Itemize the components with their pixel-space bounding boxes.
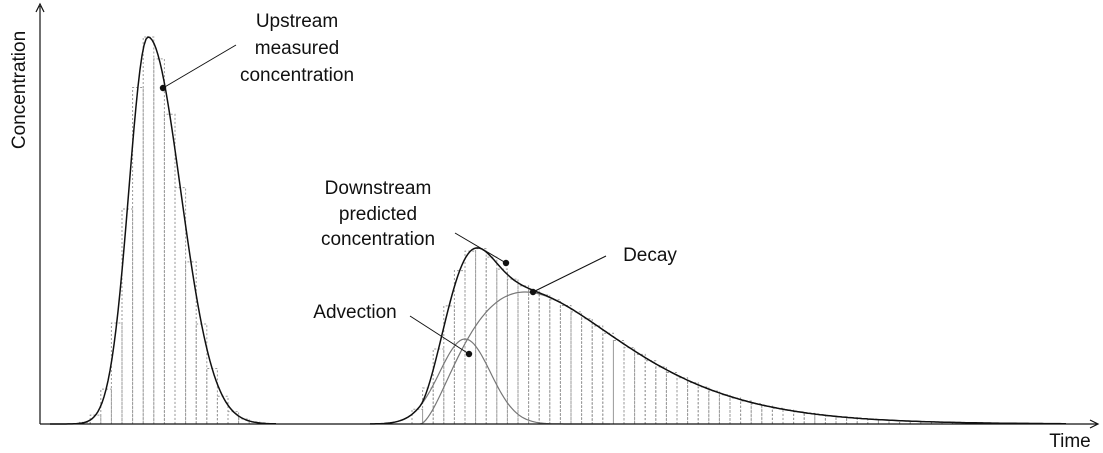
histogram-bar	[824, 415, 837, 424]
downstream-curve	[370, 247, 1066, 425]
histogram-bar	[559, 304, 572, 424]
histogram-bar	[153, 58, 165, 424]
histogram-bar	[517, 285, 530, 424]
histogram-bar	[506, 278, 519, 424]
leader-line	[409, 315, 470, 355]
histogram-bar	[132, 87, 144, 424]
histogram-bar	[771, 407, 784, 424]
histogram-bar	[581, 318, 593, 424]
histogram-bar	[814, 414, 826, 424]
histogram-bar	[708, 390, 720, 424]
histogram-bar	[121, 208, 134, 424]
histogram-bar	[793, 411, 805, 424]
annotation-text: concentration	[240, 65, 354, 86]
histogram-bar	[485, 256, 498, 424]
histogram-bar	[163, 113, 176, 424]
histogram-bar	[761, 405, 773, 424]
histogram-bar	[475, 248, 487, 424]
histogram-bar	[464, 250, 477, 424]
histogram-bar	[110, 322, 123, 424]
histogram-bar	[227, 411, 240, 424]
y-axis-label: Concentration	[9, 31, 30, 149]
histogram-bar	[432, 348, 445, 424]
histogram-bar	[909, 420, 922, 424]
x-axis-label: Time	[1049, 431, 1091, 452]
histogram-bar	[206, 367, 218, 424]
histogram-bar	[718, 394, 731, 424]
leader-dot	[159, 84, 167, 92]
histogram-bar	[528, 290, 540, 424]
leader-dot	[465, 350, 473, 358]
histogram-bar	[602, 332, 614, 424]
histogram-bar	[729, 397, 742, 424]
histogram-bar	[538, 294, 551, 424]
histogram-bar	[803, 412, 816, 424]
histogram-bar	[216, 395, 229, 424]
histogram-bar	[750, 403, 763, 424]
annotation-text: Downstream	[325, 178, 432, 199]
histogram-bar	[687, 382, 699, 424]
histogram-bar	[591, 325, 604, 424]
annotation-text: measured	[255, 38, 340, 59]
leader-dot	[529, 288, 537, 296]
decay-curve	[419, 291, 1066, 425]
histogram-bar	[623, 347, 636, 424]
x-arrow	[1089, 419, 1100, 429]
histogram-bar	[920, 421, 932, 424]
histogram-bar	[782, 409, 795, 424]
histogram-bar	[644, 360, 657, 424]
leader-dot	[502, 259, 510, 267]
histogram-bar	[665, 371, 678, 424]
leader-line	[532, 255, 607, 293]
histogram-bar	[612, 340, 625, 424]
curves	[50, 36, 1066, 425]
histogram-bar	[634, 353, 646, 424]
annotation-text: Advection	[313, 302, 396, 323]
annotation-text: Upstream	[256, 11, 338, 32]
histogram-bar	[570, 311, 583, 424]
upstream-curve	[50, 36, 276, 425]
histogram-bar	[740, 400, 752, 424]
leader-line	[454, 232, 507, 264]
histogram-bar	[655, 366, 667, 424]
annotation-text: predicted	[339, 204, 417, 225]
histogram-bar	[100, 388, 112, 424]
histogram-bars	[79, 36, 985, 424]
histogram-bar	[835, 416, 848, 424]
annotation-text: concentration	[321, 229, 435, 250]
histogram-bar	[676, 377, 689, 424]
histogram-bar	[411, 408, 424, 424]
histogram-bar	[174, 187, 187, 424]
histogram-bar	[142, 36, 155, 424]
annotation-text: Decay	[623, 245, 677, 266]
leader-line	[162, 44, 237, 89]
y-arrow	[35, 2, 45, 13]
histogram-bar	[697, 386, 710, 424]
histogram-bar	[549, 299, 561, 424]
